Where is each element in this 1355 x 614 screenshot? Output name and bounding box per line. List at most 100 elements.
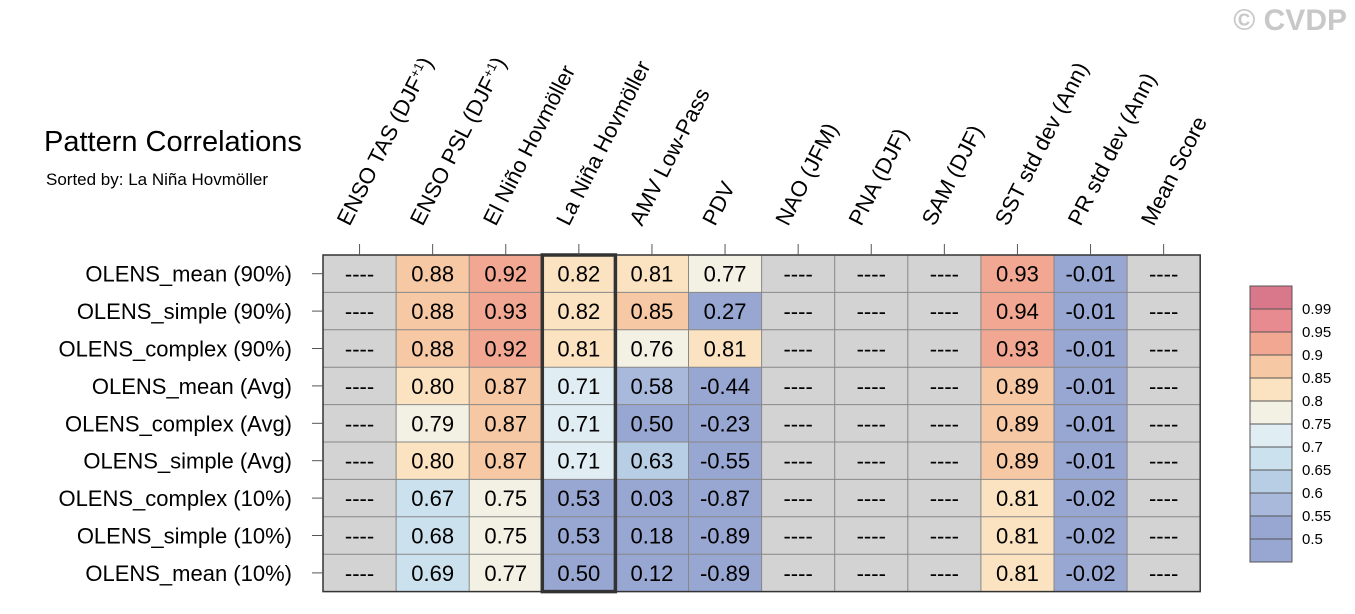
colorbar-tick-label: 0.65 bbox=[1302, 462, 1331, 479]
cell-value: 0.71 bbox=[557, 374, 600, 399]
column-label: PDV bbox=[697, 177, 740, 229]
colorbar-tick-label: 0.55 bbox=[1302, 508, 1331, 525]
cell-value: 0.93 bbox=[484, 299, 527, 324]
heatmap-cell bbox=[761, 554, 835, 592]
colorbar-swatch bbox=[1249, 423, 1293, 448]
heatmap-cell bbox=[688, 554, 762, 592]
colorbar-tick-label: 0.6 bbox=[1302, 485, 1323, 502]
cell-value: ---- bbox=[345, 561, 374, 586]
cell-value: 0.71 bbox=[557, 449, 600, 474]
heatmap-cell bbox=[834, 255, 908, 293]
row-label: OLENS_complex (10%) bbox=[58, 486, 292, 511]
cell-value: 0.87 bbox=[484, 411, 527, 436]
cell-value: ---- bbox=[345, 299, 374, 324]
heatmap-cell bbox=[761, 292, 835, 330]
heatmap-cell bbox=[688, 292, 762, 330]
heatmap-cell bbox=[834, 292, 908, 330]
row-label: OLENS_simple (Avg) bbox=[83, 449, 292, 474]
heatmap-cell bbox=[907, 329, 981, 368]
colorbar-swatch bbox=[1249, 446, 1293, 471]
cell-value: ---- bbox=[1149, 486, 1178, 511]
cell-value: 0.89 bbox=[996, 374, 1039, 399]
heatmap-cell bbox=[980, 516, 1054, 555]
heatmap-cell bbox=[396, 329, 470, 368]
column-label: PNA (DJF) bbox=[843, 124, 913, 229]
heatmap-cell bbox=[542, 554, 616, 592]
colorbar-swatch bbox=[1249, 538, 1293, 563]
heatmap-cell bbox=[542, 479, 616, 517]
cell-value: ---- bbox=[857, 449, 886, 474]
cell-value: -0.89 bbox=[700, 561, 750, 586]
row-label: OLENS_mean (Avg) bbox=[92, 374, 292, 399]
cell-value: 0.93 bbox=[996, 337, 1039, 362]
cell-value: ---- bbox=[345, 374, 374, 399]
heatmap-cell bbox=[907, 479, 981, 517]
row-label: OLENS_mean (10%) bbox=[85, 561, 292, 586]
cell-value: -0.02 bbox=[1065, 486, 1115, 511]
column-label: Mean Score bbox=[1136, 112, 1212, 229]
heatmap-cell bbox=[396, 554, 470, 592]
cell-value: 0.03 bbox=[631, 486, 674, 511]
cell-value: 0.81 bbox=[631, 262, 674, 287]
cell-value: ---- bbox=[783, 262, 812, 287]
heatmap-cell bbox=[323, 329, 397, 368]
heatmap-cell bbox=[1054, 329, 1128, 368]
cell-value: -0.01 bbox=[1065, 299, 1115, 324]
cell-value: 0.77 bbox=[704, 262, 747, 287]
heatmap-cell bbox=[688, 255, 762, 293]
cell-value: ---- bbox=[930, 411, 959, 436]
colorbar-swatch bbox=[1249, 354, 1293, 379]
row-label: OLENS_complex (90%) bbox=[58, 337, 292, 362]
cell-value: 0.92 bbox=[484, 262, 527, 287]
cell-value: 0.82 bbox=[557, 299, 600, 324]
cell-value: ---- bbox=[783, 411, 812, 436]
heatmap-cell bbox=[1054, 442, 1128, 480]
cell-value: 0.88 bbox=[411, 262, 454, 287]
cell-value: -0.01 bbox=[1065, 449, 1115, 474]
heatmap-cell bbox=[980, 292, 1054, 330]
cell-value: -0.01 bbox=[1065, 374, 1115, 399]
cell-value: 0.50 bbox=[557, 561, 600, 586]
cell-value: ---- bbox=[857, 262, 886, 287]
heatmap-cell bbox=[761, 367, 835, 405]
cell-value: ---- bbox=[783, 374, 812, 399]
heatmap-cell bbox=[1054, 404, 1128, 442]
colorbar-swatch bbox=[1249, 515, 1293, 540]
cell-value: ---- bbox=[930, 299, 959, 324]
cell-value: 0.76 bbox=[631, 337, 674, 362]
cell-value: 0.77 bbox=[484, 561, 527, 586]
cell-value: ---- bbox=[930, 374, 959, 399]
cell-value: ---- bbox=[783, 337, 812, 362]
cell-value: ---- bbox=[857, 374, 886, 399]
heatmap-cell bbox=[688, 479, 762, 517]
cell-value: -0.23 bbox=[700, 411, 750, 436]
heatmap-cell bbox=[542, 367, 616, 405]
heatmap-cell bbox=[615, 367, 689, 405]
heatmap-cell bbox=[761, 404, 835, 442]
colorbar-swatch bbox=[1249, 308, 1293, 333]
cell-value: 0.67 bbox=[411, 486, 454, 511]
cell-value: ---- bbox=[1149, 561, 1178, 586]
cell-value: ---- bbox=[930, 486, 959, 511]
cell-value: -0.44 bbox=[700, 374, 750, 399]
cell-value: 0.12 bbox=[631, 561, 674, 586]
cell-value: 0.50 bbox=[631, 411, 674, 436]
heatmap-cell bbox=[761, 516, 835, 555]
heatmap-cell bbox=[396, 442, 470, 480]
cell-value: ---- bbox=[1149, 299, 1178, 324]
cell-value: 0.71 bbox=[557, 411, 600, 436]
row-label: OLENS_complex (Avg) bbox=[65, 411, 292, 436]
heatmap-cell bbox=[542, 292, 616, 330]
cell-value: ---- bbox=[930, 449, 959, 474]
heatmap-cell bbox=[469, 255, 543, 293]
heatmap-cell bbox=[469, 554, 543, 592]
heatmap-cell bbox=[1127, 516, 1201, 555]
heatmap-cell bbox=[834, 404, 908, 442]
colorbar-tick-label: 0.5 bbox=[1302, 531, 1323, 548]
heatmap-cell bbox=[980, 329, 1054, 368]
cell-value: 0.88 bbox=[411, 337, 454, 362]
cell-value: 0.85 bbox=[631, 299, 674, 324]
heatmap-cell bbox=[615, 516, 689, 555]
cell-value: 0.58 bbox=[631, 374, 674, 399]
